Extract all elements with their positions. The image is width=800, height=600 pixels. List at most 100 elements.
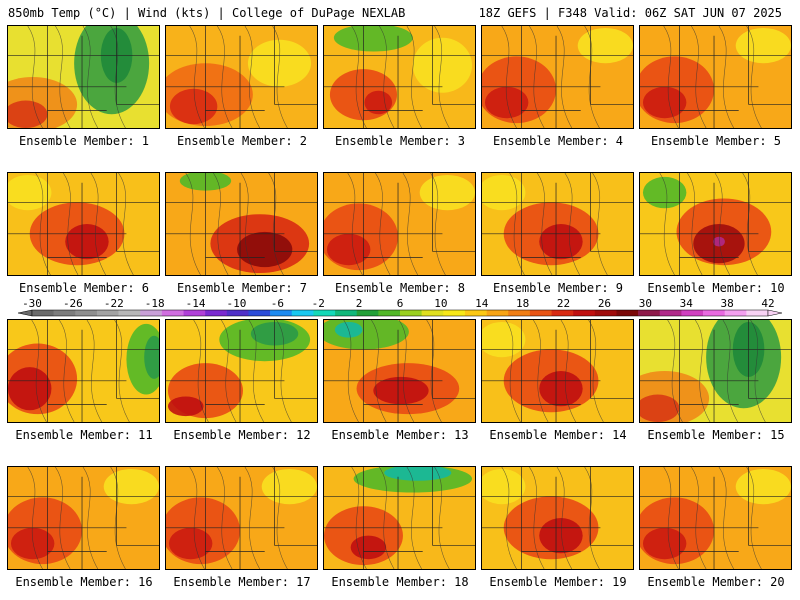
temperature-region xyxy=(713,236,725,247)
member-map-6 xyxy=(7,172,160,276)
height-contour xyxy=(27,26,43,128)
height-contour xyxy=(379,467,395,569)
member-label: Ensemble Member: 17 xyxy=(173,575,311,589)
colorbar-tick-label: -22 xyxy=(104,298,124,310)
height-contour xyxy=(663,26,679,128)
colorbar-tick-label: -2 xyxy=(312,298,325,310)
height-contour xyxy=(691,467,707,569)
height-contour xyxy=(110,26,126,128)
height-contour xyxy=(434,26,450,128)
colorbar-swatch xyxy=(53,310,76,316)
colorbar-swatch xyxy=(140,310,163,316)
colorbar-swatch xyxy=(96,310,119,316)
height-contour xyxy=(90,173,106,275)
height-contour xyxy=(347,173,363,275)
colorbar-swatch xyxy=(270,310,293,316)
member-map-20 xyxy=(639,466,792,570)
height-contour xyxy=(434,467,450,569)
height-contour xyxy=(189,26,205,128)
height-contour xyxy=(691,26,707,128)
member-map-13 xyxy=(323,319,476,423)
height-contour xyxy=(27,467,43,569)
temperature-field xyxy=(324,173,475,275)
height-contour xyxy=(560,320,577,422)
temperature-region xyxy=(364,90,393,115)
colorbar-tick-label: 6 xyxy=(397,298,404,310)
height-contour xyxy=(379,26,395,128)
temperature-region xyxy=(539,518,583,554)
height-contour xyxy=(118,173,134,275)
member-label: Ensemble Member: 2 xyxy=(176,134,308,148)
height-contour xyxy=(248,320,264,422)
colorbar-swatch xyxy=(616,310,639,316)
height-contour xyxy=(505,320,521,422)
temperature-field xyxy=(640,173,791,275)
member-map-14 xyxy=(481,319,634,423)
colorbar-tick-label: 34 xyxy=(680,298,694,310)
colorbar-tick-label: 14 xyxy=(475,298,489,310)
height-contour xyxy=(213,173,229,275)
member-map-9 xyxy=(481,172,634,276)
height-contour xyxy=(663,467,679,569)
temperature-region xyxy=(8,367,52,411)
colorbar-tick-label: 42 xyxy=(761,298,774,310)
colorbar-swatch xyxy=(205,310,228,316)
temperature-region xyxy=(167,396,204,417)
temperature-region xyxy=(642,527,687,560)
colorbar-swatch xyxy=(573,310,596,316)
temperature-region xyxy=(326,233,371,266)
height-contour xyxy=(714,173,731,275)
colorbar-swatch xyxy=(183,310,206,316)
colorbar-swatch xyxy=(681,310,704,316)
temperature-field xyxy=(166,467,317,569)
temperature-region xyxy=(333,26,413,52)
temperature-region xyxy=(350,535,387,560)
temperature-field xyxy=(8,467,159,569)
height-contour xyxy=(82,467,99,569)
temperature-region xyxy=(482,321,526,358)
member-label: Ensemble Member: 8 xyxy=(334,281,466,295)
height-contour xyxy=(59,320,75,422)
colorbar-swatch xyxy=(400,310,422,316)
member-map-3 xyxy=(323,25,476,129)
height-contour xyxy=(398,320,415,422)
temperature-field xyxy=(324,26,475,128)
run-valid-time: 18Z GEFS | F348 Valid: 06Z SAT JUN 07 20… xyxy=(478,6,782,20)
member-label: Ensemble Member: 3 xyxy=(334,134,466,148)
height-contour xyxy=(426,320,442,422)
member-label: Ensemble Member: 7 xyxy=(176,281,308,295)
colorbar-swatch xyxy=(659,310,682,316)
member-map-19 xyxy=(481,466,634,570)
height-contour xyxy=(556,26,573,128)
colorbar-tick-label: -14 xyxy=(186,298,206,310)
member-map-15 xyxy=(639,319,792,423)
member-label: Ensemble Member: 15 xyxy=(647,428,785,442)
height-contour xyxy=(584,467,600,569)
colorbar-swatch xyxy=(313,310,336,316)
member-label: Ensemble Member: 6 xyxy=(18,281,150,295)
temperature-field xyxy=(324,320,475,422)
height-contour xyxy=(114,320,130,422)
member-map-12 xyxy=(165,319,318,423)
height-contour xyxy=(537,173,553,275)
member-label: Ensemble Member: 9 xyxy=(492,281,624,295)
colorbar-tick-label: 18 xyxy=(516,298,529,310)
member-label: Ensemble Member: 1 xyxy=(18,134,150,148)
height-contour xyxy=(272,467,288,569)
colorbar-swatch xyxy=(75,310,98,316)
height-contour xyxy=(217,467,233,569)
map-title: 850mb Temp (°C) | Wind (kts) | College o… xyxy=(8,6,406,20)
temperature-region xyxy=(735,468,791,505)
height-contour xyxy=(244,467,261,569)
temperature-region xyxy=(237,231,293,268)
temperature-region xyxy=(419,174,475,211)
height-contour xyxy=(82,26,99,128)
member-label: Ensemble Member: 12 xyxy=(173,428,311,442)
temperature-region xyxy=(373,376,429,405)
temperature-field xyxy=(166,173,317,275)
member-map-5 xyxy=(639,25,792,129)
member-map-4 xyxy=(481,25,634,129)
member-map-7 xyxy=(165,172,318,276)
height-contour xyxy=(193,320,209,422)
height-contour xyxy=(501,26,517,128)
